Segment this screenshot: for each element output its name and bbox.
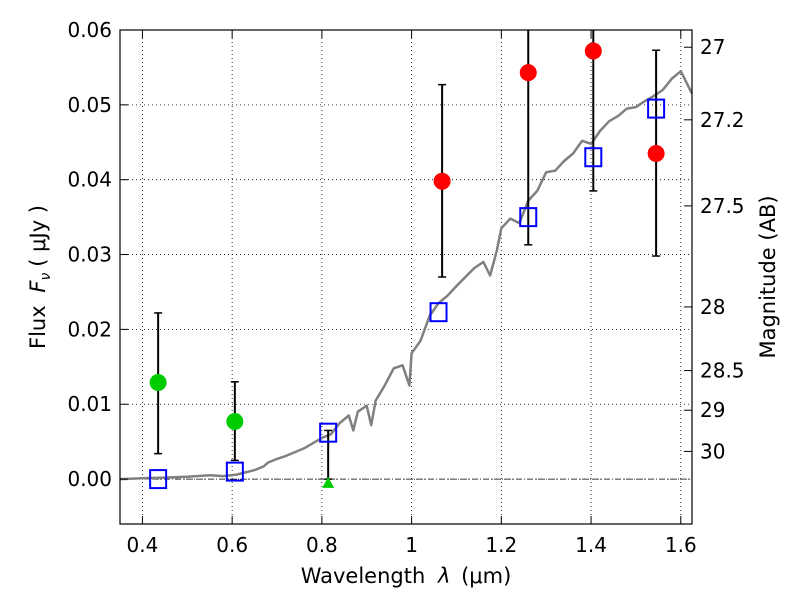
detection-point (647, 145, 665, 162)
model-photometry-square (149, 469, 168, 490)
y2-axis-label: Magnitude (AB) (756, 195, 780, 358)
data-markers (149, 42, 666, 490)
detection-point (584, 42, 602, 60)
y2-tick-label: 28 (700, 295, 725, 319)
y2-tick-label: 27.2 (700, 108, 745, 132)
x-tick-label: 0.6 (216, 533, 248, 557)
model-curve-group (119, 69, 694, 481)
x-tick-label: 1 (405, 533, 418, 557)
x-tick-label: 1.4 (575, 533, 607, 557)
model-photometry-square (225, 461, 244, 482)
x-tick-label: 0.8 (306, 533, 338, 557)
model-photometry-square (429, 302, 448, 323)
y-tick-label: 0.00 (67, 467, 112, 491)
y-tick-label: 0.01 (67, 392, 112, 416)
model-sed-curve (119, 69, 694, 481)
weak-detection-point (226, 412, 244, 430)
grid (120, 29, 692, 524)
y-tick-label: 0.04 (67, 168, 112, 192)
y-tick-label: 0.02 (67, 317, 112, 341)
y-axis-label: Flux Fν( μJy ) (26, 205, 54, 349)
axis-ticks: 0.4 0.6 0.8 1 1.2 1.4 1.6 0.00 0.01 0.02 0.03 0.04 0… (67, 18, 744, 557)
y2-tick-label: 28.5 (700, 359, 745, 383)
x-tick-label: 0.4 (127, 533, 159, 557)
y-tick-label: 0.03 (67, 243, 112, 267)
y2-tick-label: 30 (700, 439, 725, 463)
model-photometry-square (319, 422, 338, 443)
y2-tick-label: 29 (700, 398, 725, 422)
y2-tick-label: 27 (700, 35, 725, 59)
y-tick-label: 0.06 (67, 18, 112, 42)
x-tick-label: 1.2 (485, 533, 517, 557)
non-detection-triangle (322, 476, 335, 488)
x-axis-label: Wavelength λ (μm) (301, 564, 512, 588)
model-photometry-square (584, 147, 603, 168)
plot-frame (119, 29, 693, 525)
detection-point (519, 64, 537, 82)
y2-tick-label: 27.5 (700, 194, 745, 218)
x-tick-label: 1.6 (665, 533, 697, 557)
detection-point (433, 172, 451, 190)
y-tick-label: 0.05 (67, 93, 112, 117)
weak-detection-point (149, 374, 167, 392)
model-photometry-square (519, 207, 538, 228)
model-photometry-square (647, 98, 666, 119)
